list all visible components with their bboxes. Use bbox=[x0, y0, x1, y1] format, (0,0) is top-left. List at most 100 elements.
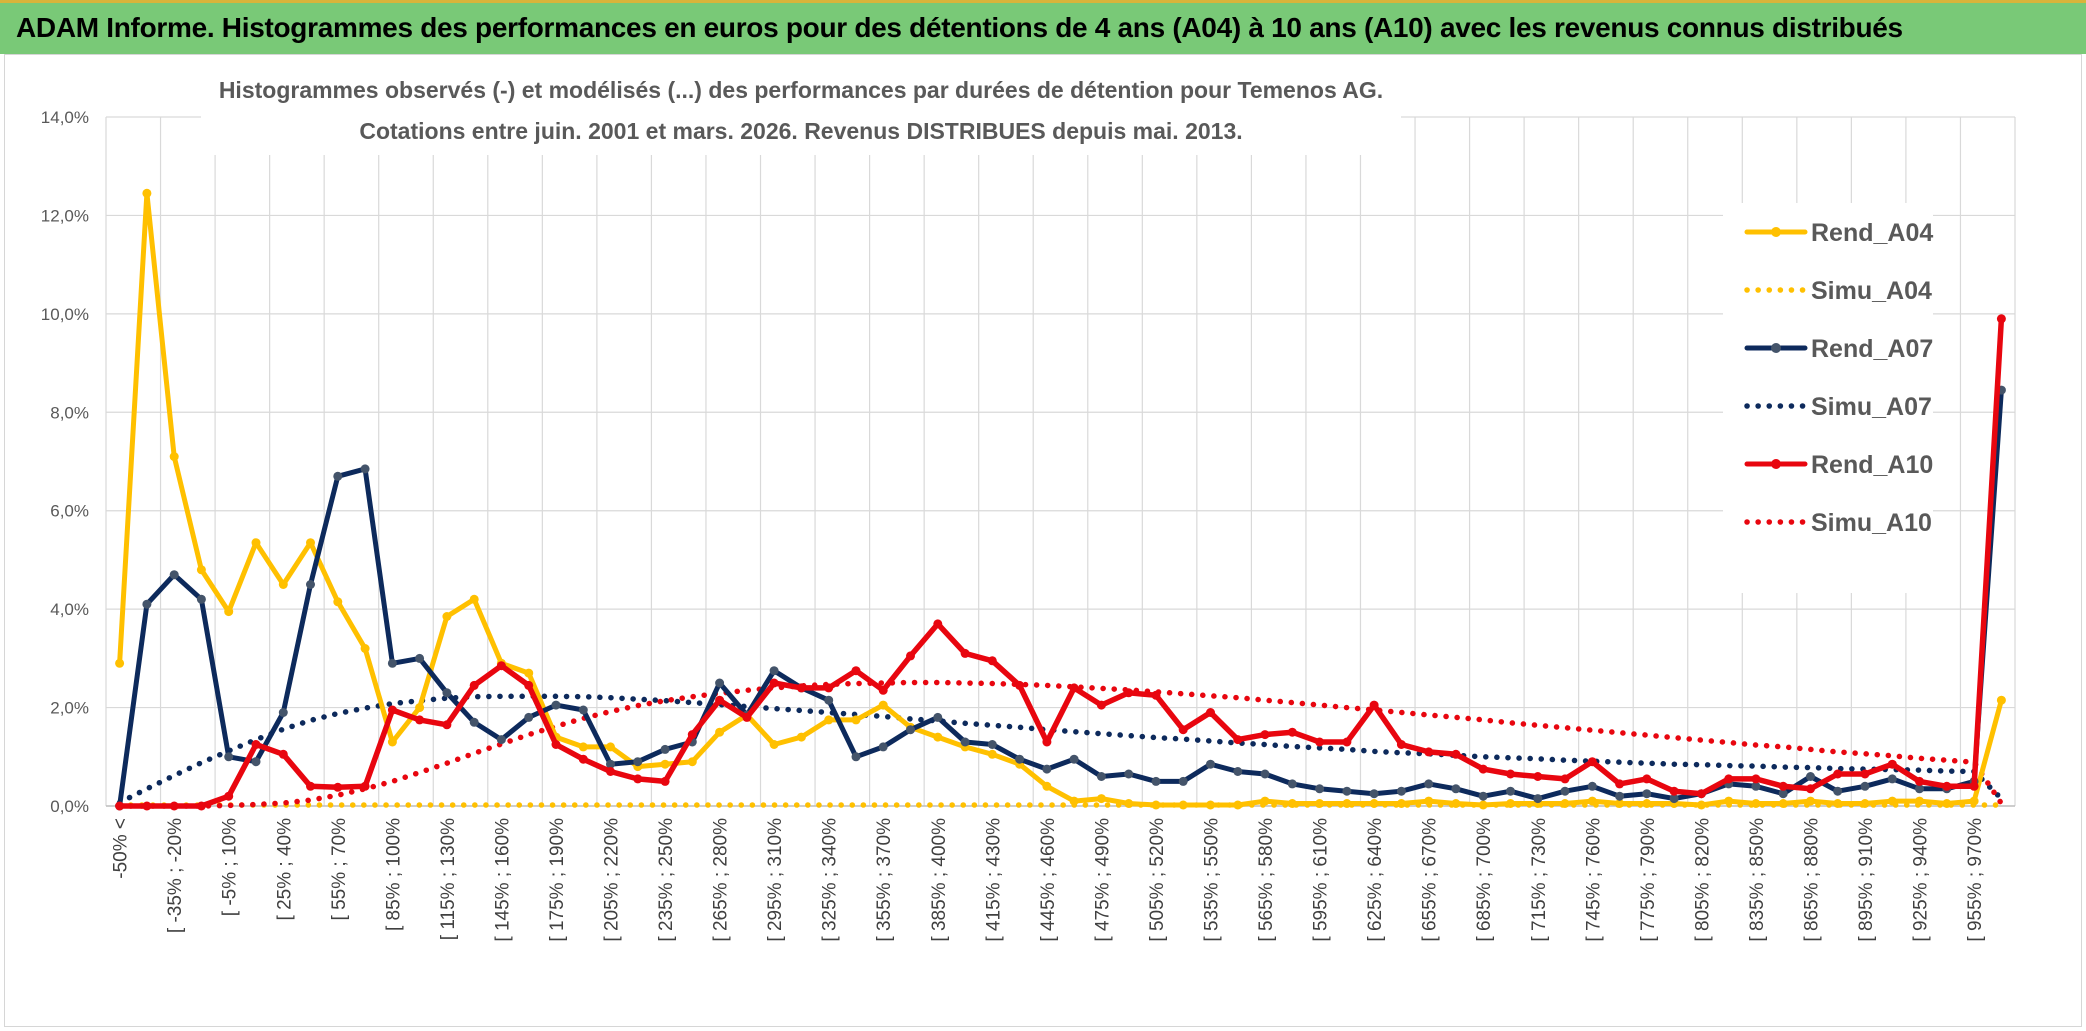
data-point bbox=[1533, 794, 1543, 804]
y-tick-label: 14,0% bbox=[41, 108, 89, 127]
data-point bbox=[769, 678, 779, 688]
data-point bbox=[142, 801, 152, 811]
x-tick-label: [ 565% ; 580% bbox=[1256, 818, 1277, 942]
data-point bbox=[851, 752, 861, 762]
data-point bbox=[1178, 776, 1188, 786]
y-tick-label: 4,0% bbox=[50, 600, 89, 619]
data-point bbox=[524, 712, 534, 722]
data-point bbox=[796, 683, 806, 693]
data-point bbox=[1615, 779, 1625, 789]
data-point bbox=[1151, 800, 1161, 810]
data-point bbox=[1587, 796, 1597, 806]
chart-subtitle: Cotations entre juin. 2001 et mars. 2026… bbox=[359, 118, 1242, 144]
data-point bbox=[551, 740, 561, 749]
data-point bbox=[1287, 799, 1297, 808]
data-point bbox=[1615, 799, 1625, 808]
data-point bbox=[1751, 781, 1761, 791]
x-tick-label: [ 625% ; 640% bbox=[1365, 818, 1386, 942]
data-point bbox=[115, 801, 125, 811]
data-point bbox=[1178, 800, 1188, 810]
data-point bbox=[987, 740, 997, 749]
data-point bbox=[660, 759, 670, 769]
data-point bbox=[1451, 784, 1461, 794]
legend-label-simu_a10: Simu_A10 bbox=[1811, 509, 1932, 537]
data-point bbox=[1206, 800, 1215, 810]
data-point bbox=[769, 666, 779, 676]
data-point bbox=[687, 730, 697, 740]
legend: Rend_A04 Simu_A04 Rend_A07 Simu_A07 Rend_A10… bbox=[1723, 203, 1933, 593]
data-point bbox=[224, 607, 234, 617]
x-tick-label: [ 655% ; 670% bbox=[1420, 818, 1441, 942]
data-point bbox=[1424, 779, 1434, 789]
data-point bbox=[1751, 774, 1761, 784]
data-point bbox=[960, 737, 970, 747]
data-point bbox=[606, 767, 615, 776]
data-point bbox=[442, 612, 452, 621]
data-point bbox=[1396, 740, 1406, 749]
data-point bbox=[1778, 781, 1788, 791]
data-point bbox=[715, 695, 725, 705]
data-point bbox=[715, 727, 725, 737]
data-point bbox=[1887, 774, 1897, 784]
data-point bbox=[715, 678, 725, 688]
data-point bbox=[660, 776, 670, 786]
x-tick-label: [ 775% ; 790% bbox=[1638, 818, 1659, 942]
x-tick-label: [ 835% ; 850% bbox=[1747, 818, 1768, 942]
data-point bbox=[1369, 799, 1379, 808]
data-point bbox=[1478, 791, 1488, 801]
data-point bbox=[796, 732, 806, 742]
data-point bbox=[142, 599, 152, 609]
chart-title: Histogrammes observés (-) et modélisés (… bbox=[219, 77, 1383, 103]
legend-label-simu_a04: Simu_A04 bbox=[1811, 277, 1932, 305]
x-tick-label: [ 175% ; 190% bbox=[547, 818, 568, 942]
x-tick-label: [ 355% ; 370% bbox=[874, 818, 895, 942]
x-tick-label: [ 205% ; 220% bbox=[602, 818, 623, 942]
x-tick-label: [ 535% ; 550% bbox=[1201, 818, 1222, 942]
x-tick-label: [ 475% ; 490% bbox=[1092, 818, 1113, 942]
data-point bbox=[660, 744, 670, 754]
data-point bbox=[442, 720, 452, 730]
series-line-rend_a07 bbox=[117, 387, 2004, 809]
data-point bbox=[1642, 774, 1652, 784]
data-point bbox=[496, 735, 506, 745]
data-point bbox=[1806, 796, 1815, 806]
data-point bbox=[1233, 800, 1243, 810]
data-point bbox=[1260, 796, 1270, 806]
data-point bbox=[360, 644, 370, 653]
data-point bbox=[1751, 799, 1761, 808]
data-point bbox=[1833, 769, 1843, 779]
data-point bbox=[1724, 774, 1734, 784]
legend-label-rend_a07: Rend_A07 bbox=[1811, 335, 1933, 363]
data-point bbox=[1669, 786, 1679, 796]
x-tick-label: [ 805% ; 820% bbox=[1692, 818, 1713, 942]
data-point bbox=[1096, 772, 1106, 781]
data-point bbox=[987, 749, 997, 759]
data-point bbox=[1369, 789, 1379, 799]
data-point bbox=[115, 658, 125, 668]
y-tick-label: 12,0% bbox=[41, 206, 89, 225]
data-point bbox=[1996, 695, 2006, 705]
data-point bbox=[251, 538, 261, 548]
x-tick-label: [ 895% ; 910% bbox=[1856, 818, 1877, 942]
data-point bbox=[196, 801, 206, 811]
data-point bbox=[1915, 796, 1924, 806]
data-point bbox=[1424, 747, 1434, 757]
data-point bbox=[1069, 796, 1079, 806]
data-point bbox=[551, 700, 561, 710]
data-point bbox=[333, 471, 343, 481]
data-point bbox=[1369, 700, 1379, 710]
data-point bbox=[578, 754, 588, 764]
data-point bbox=[933, 619, 943, 629]
data-point bbox=[1969, 796, 1979, 806]
x-tick-label: [ 55% ; 70% bbox=[329, 818, 350, 921]
data-point bbox=[1069, 683, 1079, 693]
series-line-simu_a10 bbox=[116, 679, 2005, 809]
x-tick-label: [ 415% ; 430% bbox=[983, 818, 1004, 942]
data-point bbox=[878, 685, 888, 695]
data-point bbox=[1560, 774, 1570, 784]
data-point bbox=[633, 757, 643, 767]
data-point bbox=[1915, 784, 1924, 794]
data-point bbox=[1833, 799, 1843, 808]
data-point bbox=[333, 782, 343, 792]
data-point bbox=[1615, 791, 1625, 801]
